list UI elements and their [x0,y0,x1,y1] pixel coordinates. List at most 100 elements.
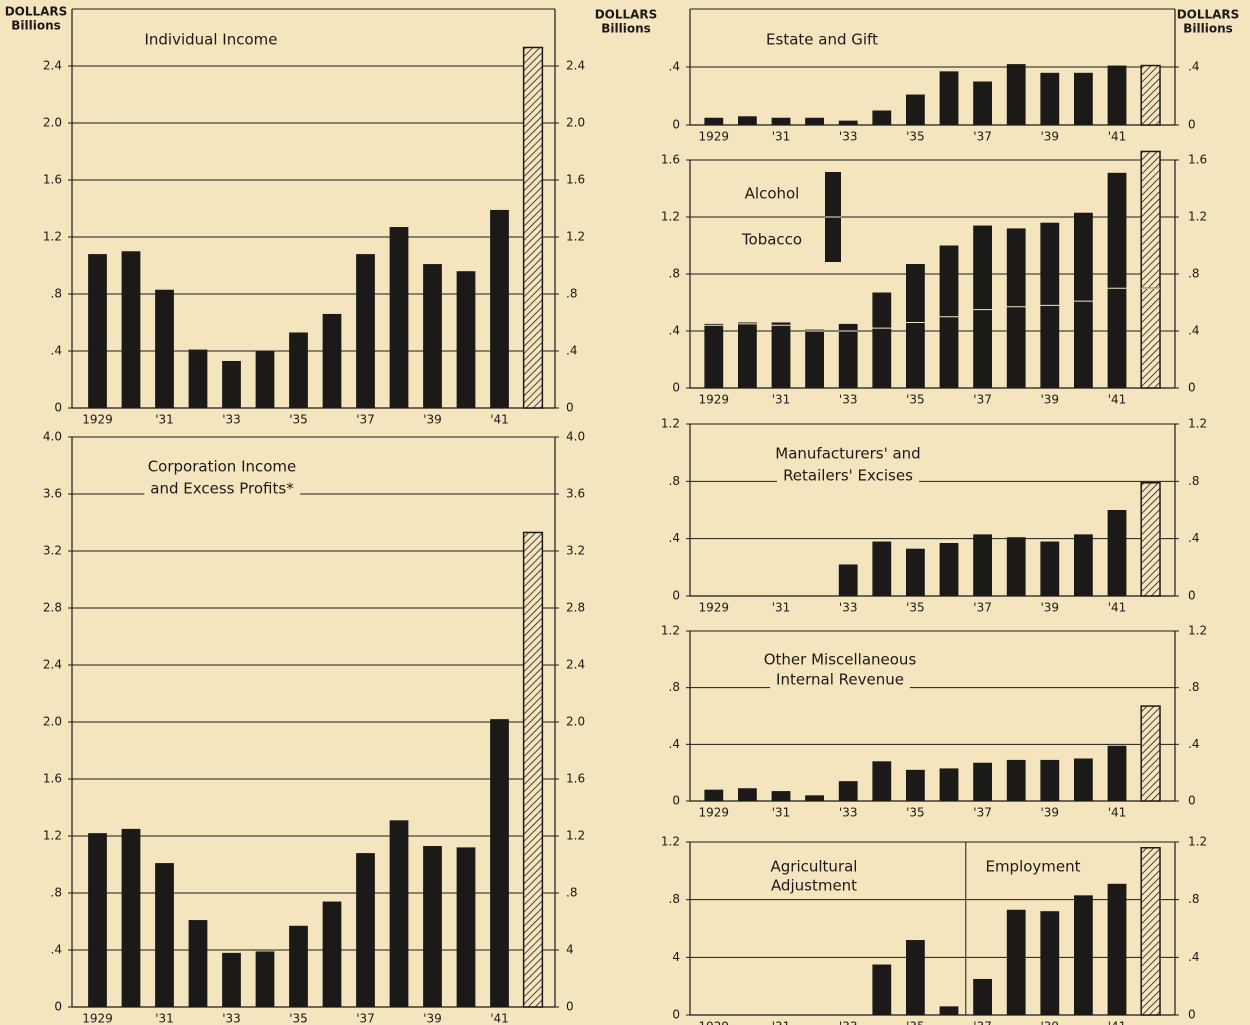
y-tick-label: 0 [672,381,680,395]
bar [155,863,174,1007]
bar [939,245,959,317]
bar [423,264,442,408]
y2-tick-label: 1.6 [1188,153,1207,167]
bar [973,225,993,310]
title-backdrop [979,856,1087,877]
bar [939,316,959,388]
y2-tick-label: 2.4 [566,658,585,672]
bar [522,46,544,409]
y2-axis-label: DOLLARS [595,8,658,22]
x-tick-label: '37 [356,413,375,427]
bar [1107,883,1127,1015]
y2-tick-label: 1.2 [1188,210,1207,224]
title-backdrop [734,229,809,250]
x-tick-label: 1929 [82,1012,113,1025]
y-tick-label: .4 [51,344,62,358]
y-tick-label: .8 [51,886,62,900]
y-tick-label: 1.2 [661,417,680,431]
chart-title: Estate and Gift [766,31,878,49]
bar [771,791,791,801]
y-tick-label: 1.2 [661,210,680,224]
bar [1140,150,1161,289]
x-tick-label: '41 [1108,130,1127,144]
y2-tick-label: 1.2 [566,829,585,843]
y2-tick-label: 0 [1188,118,1196,132]
bar [737,322,757,324]
y2-tick-label: .4 [1188,950,1199,964]
x-tick-label: '31 [772,601,791,615]
bar [838,331,858,388]
y-tick-label: 3.2 [43,544,62,558]
bar [1140,847,1161,1016]
bar [905,322,925,388]
y-tick-label: 0 [672,1008,680,1022]
y2-tick-label: .8 [1188,680,1199,694]
y2-tick-label: 3.2 [566,544,585,558]
bar [872,541,892,596]
bar [872,110,892,125]
bar [805,331,825,388]
bar [289,332,308,408]
y-tick-label: 1.6 [661,153,680,167]
y-tick-label: 2.4 [43,658,62,672]
bar [973,534,993,596]
bar [289,925,308,1007]
bar [905,548,925,596]
x-tick-label: 1929 [699,1020,730,1025]
y-tick-label: .4 [669,737,680,751]
y-tick-label: 0 [54,401,62,415]
bar [704,325,724,388]
y-tick-label: 1.6 [43,772,62,786]
y-tick-label: .4 [669,60,680,74]
x-tick-label: '31 [772,1020,791,1025]
x-tick-label: '37 [973,1020,992,1025]
bar [456,847,476,1007]
y-tick-label: 2.0 [43,116,62,130]
y2-tick-label: 1.2 [566,230,585,244]
chart-title: Corporation Income [148,458,297,476]
x-tick-label: '41 [1108,806,1127,820]
y2-tick-label: 0 [566,401,574,415]
bar [872,964,892,1015]
bar [1107,288,1127,388]
bar [973,81,993,125]
x-tick-label: 1929 [699,806,730,820]
bar [872,292,892,329]
x-tick-label: '31 [155,413,174,427]
x-tick-label: '35 [906,601,925,615]
x-tick-label: '31 [772,806,791,820]
bar [939,71,959,125]
bar [1107,172,1127,289]
y-tick-label: 1.2 [661,835,680,849]
bar [389,227,409,408]
y-tick-label: .8 [669,892,680,906]
y2-tick-label: .4 [1188,531,1199,545]
bar [1006,64,1026,125]
chart-title: Retailers' Excises [783,467,913,485]
bar [423,845,442,1007]
bar [939,1006,959,1015]
bar [1040,911,1060,1015]
y2-tick-label: 0 [566,1000,574,1014]
bar [872,761,892,801]
x-tick-label: '35 [906,393,925,407]
y2-tick-label: 1.2 [1188,417,1207,431]
bar [737,788,757,801]
bar [1140,64,1161,126]
title-backdrop [764,875,864,896]
bar [88,833,107,1007]
y-tick-label: 0 [54,1000,62,1014]
x-tick-label: '41 [490,1012,509,1025]
y-tick-label: 1.2 [661,624,680,638]
bar [973,978,993,1015]
x-tick-label: '33 [839,1020,858,1025]
bar [1073,212,1093,302]
bar [1140,482,1161,597]
title-backdrop [770,669,910,690]
bar [1107,65,1127,125]
bar [322,901,342,1007]
bar [222,952,241,1007]
x-tick-label: '33 [839,393,858,407]
y2-tick-label: 0 [1188,794,1196,808]
